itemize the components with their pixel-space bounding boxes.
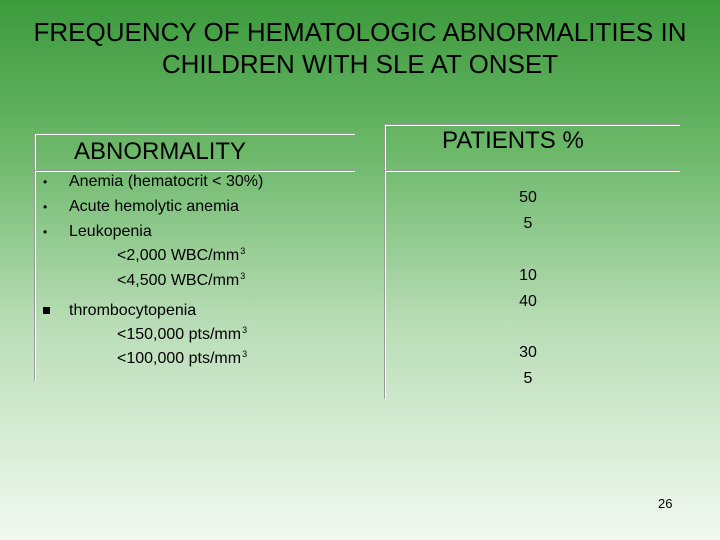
thrombocytopenia-sub-2: <100,000 pts/mm3 <box>117 348 248 367</box>
abnormality-header-box <box>34 133 355 171</box>
list-item-hemolytic-anemia: Acute hemolytic anemia <box>69 198 239 215</box>
value-leukopenia-4500: 40 <box>519 293 537 310</box>
abnormality-list-panel <box>34 170 355 381</box>
leukopenia-sub-1: <2,000 WBC/mm3 <box>117 245 246 264</box>
bullet-icon: • <box>43 225 48 239</box>
bullet-icon: • <box>43 175 48 189</box>
list-item-leukopenia: Leukopenia <box>69 223 152 240</box>
value-anemia: 50 <box>519 189 537 206</box>
value-thrombocytopenia-100000: 5 <box>523 370 533 387</box>
value-thrombocytopenia-150000: 30 <box>519 344 537 361</box>
list-item-thrombocytopenia: thrombocytopenia <box>69 302 197 319</box>
square-bullet-icon <box>43 307 50 314</box>
page-number: 26 <box>658 496 673 511</box>
abnormality-header: ABNORMALITY <box>74 138 247 165</box>
leukopenia-sub-2: <4,500 WBC/mm3 <box>117 270 246 289</box>
value-leukopenia-2000: 10 <box>519 267 537 284</box>
list-item-anemia: Anemia (hematocrit < 30%) <box>69 173 264 190</box>
bullet-icon: • <box>43 200 48 214</box>
value-hemolytic-anemia: 5 <box>523 215 533 232</box>
patients-header: PATIENTS % <box>442 127 584 154</box>
patients-values-panel <box>384 170 680 399</box>
slide-title: FREQUENCY OF HEMATOLOGIC ABNORMALITIES I… <box>33 17 687 79</box>
thrombocytopenia-sub-1: <150,000 pts/mm3 <box>117 324 248 343</box>
patients-header-box <box>384 124 680 170</box>
